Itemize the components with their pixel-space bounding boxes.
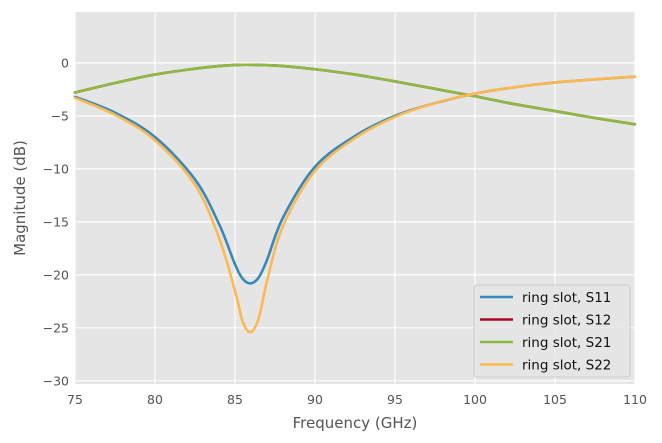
y-tick-label: −20	[43, 267, 69, 282]
grid	[74, 12, 636, 384]
x-tick-label: 85	[227, 392, 243, 407]
x-tick-label: 105	[543, 392, 567, 407]
series-line-ring-slot-s21	[73, 63, 637, 126]
y-tick-labels: 0 −5 −10 −15 −20 −25 −30	[43, 55, 69, 388]
legend-label: ring slot, S21	[522, 335, 611, 351]
x-tick-label: 75	[67, 392, 83, 407]
x-tick-label: 95	[387, 392, 403, 407]
y-tick-label: −10	[43, 161, 69, 176]
series-layer	[73, 63, 637, 334]
legend-label: ring slot, S22	[522, 358, 611, 374]
y-tick-label: 0	[61, 55, 69, 70]
y-tick-label: −5	[51, 108, 69, 123]
y-tick-label: −15	[43, 214, 69, 229]
x-axis-label: Frequency (GHz)	[293, 414, 418, 432]
legend-box	[473, 284, 631, 378]
legend-label: ring slot, S12	[522, 313, 611, 329]
y-tick-label: −30	[43, 373, 69, 388]
x-tick-labels: 75 80 85 90 95 100 105 110	[67, 392, 647, 407]
y-axis-label: Magnitude (dB)	[11, 140, 29, 256]
x-tick-label: 80	[147, 392, 163, 407]
y-tick-label: −25	[43, 320, 69, 335]
series-line-ring-slot-s22	[73, 75, 637, 334]
x-tick-label: 100	[463, 392, 487, 407]
legend-label: ring slot, S11	[522, 290, 611, 306]
x-tick-label: 110	[623, 392, 647, 407]
x-tick-label: 90	[307, 392, 323, 407]
legend: ring slot, S11 ring slot, S12 ring slot, S…	[473, 284, 631, 378]
